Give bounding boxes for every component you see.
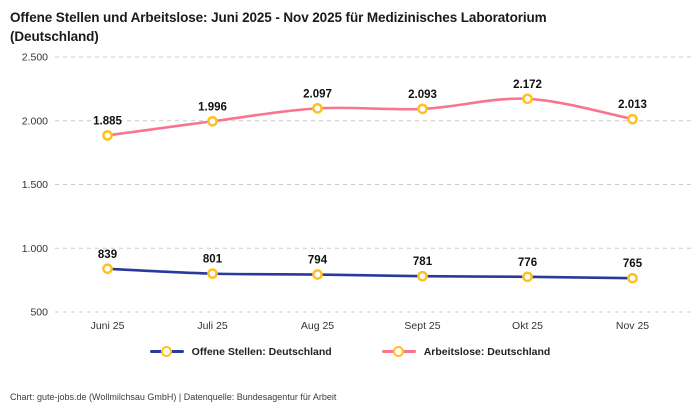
data-point-label: 2.172 [513, 79, 542, 91]
data-point-label: 801 [203, 254, 223, 266]
data-point-label: 781 [413, 256, 433, 268]
x-axis-tick: Okt 25 [512, 320, 543, 332]
data-point-marker [627, 114, 638, 125]
chart-attribution: Chart: gute-jobs.de (Wollmilchsau GmbH) … [10, 392, 337, 402]
data-point-marker [627, 273, 638, 284]
legend-item-arbeitslose[interactable]: Arbeitslose: Deutschland [381, 345, 551, 358]
data-point-marker [102, 130, 113, 142]
legend-line-marker-icon [149, 345, 184, 358]
x-axis-tick: Juli 25 [197, 320, 228, 332]
data-point-marker [207, 116, 218, 127]
data-point-label: 794 [308, 255, 328, 267]
data-point-marker [417, 271, 428, 282]
data-point-label: 2.093 [408, 89, 437, 101]
data-point-label: 1.885 [93, 116, 122, 128]
data-point-marker [312, 269, 323, 281]
legend-item-offene-stellen[interactable]: Offene Stellen: Deutschland [149, 345, 332, 358]
series-line-offene-stellen [106, 267, 634, 280]
x-axis-tick: Aug 25 [301, 320, 334, 332]
chart-title: Offene Stellen und Arbeitslose: Juni 202… [10, 10, 547, 45]
data-point-marker [522, 93, 533, 105]
data-point-label: 776 [518, 257, 537, 269]
data-point-label: 765 [623, 259, 643, 271]
chart-page: Offene Stellen und Arbeitslose: Juni 202… [0, 8, 700, 402]
data-point-marker [522, 271, 533, 283]
data-point-marker [102, 263, 113, 275]
data-point-marker [417, 103, 428, 115]
data-point-marker [207, 268, 218, 280]
y-axis-tick: 2.000 [22, 116, 48, 128]
y-axis-tick: 500 [30, 307, 48, 319]
y-axis-tick: 1.000 [22, 243, 48, 255]
data-point-label: 1.996 [198, 102, 227, 114]
legend-label: Arbeitslose: Deutschland [423, 345, 551, 358]
data-point-label: 2.013 [618, 99, 647, 111]
x-axis-tick: Sept 25 [404, 320, 440, 332]
y-axis-tick: 2.500 [22, 52, 48, 64]
data-point-marker [312, 103, 323, 115]
y-axis-tick: 1.500 [22, 179, 48, 191]
series-line-arbeitslose [106, 97, 634, 138]
data-point-label: 2.097 [303, 89, 332, 101]
chart-canvas: 2.500 2.000 1.500 1.000 500 Juni 25 Juli 25 Aug… [22, 52, 692, 332]
x-axis-tick: Juni 25 [91, 320, 125, 332]
legend-line-marker-icon [381, 345, 416, 358]
legend-label: Offene Stellen: Deutschland [191, 345, 332, 358]
chart-legend: Offene Stellen: Deutschland Arbeitslose: … [0, 345, 700, 358]
x-axis-tick: Nov 25 [616, 320, 649, 332]
data-point-label: 839 [98, 249, 117, 261]
